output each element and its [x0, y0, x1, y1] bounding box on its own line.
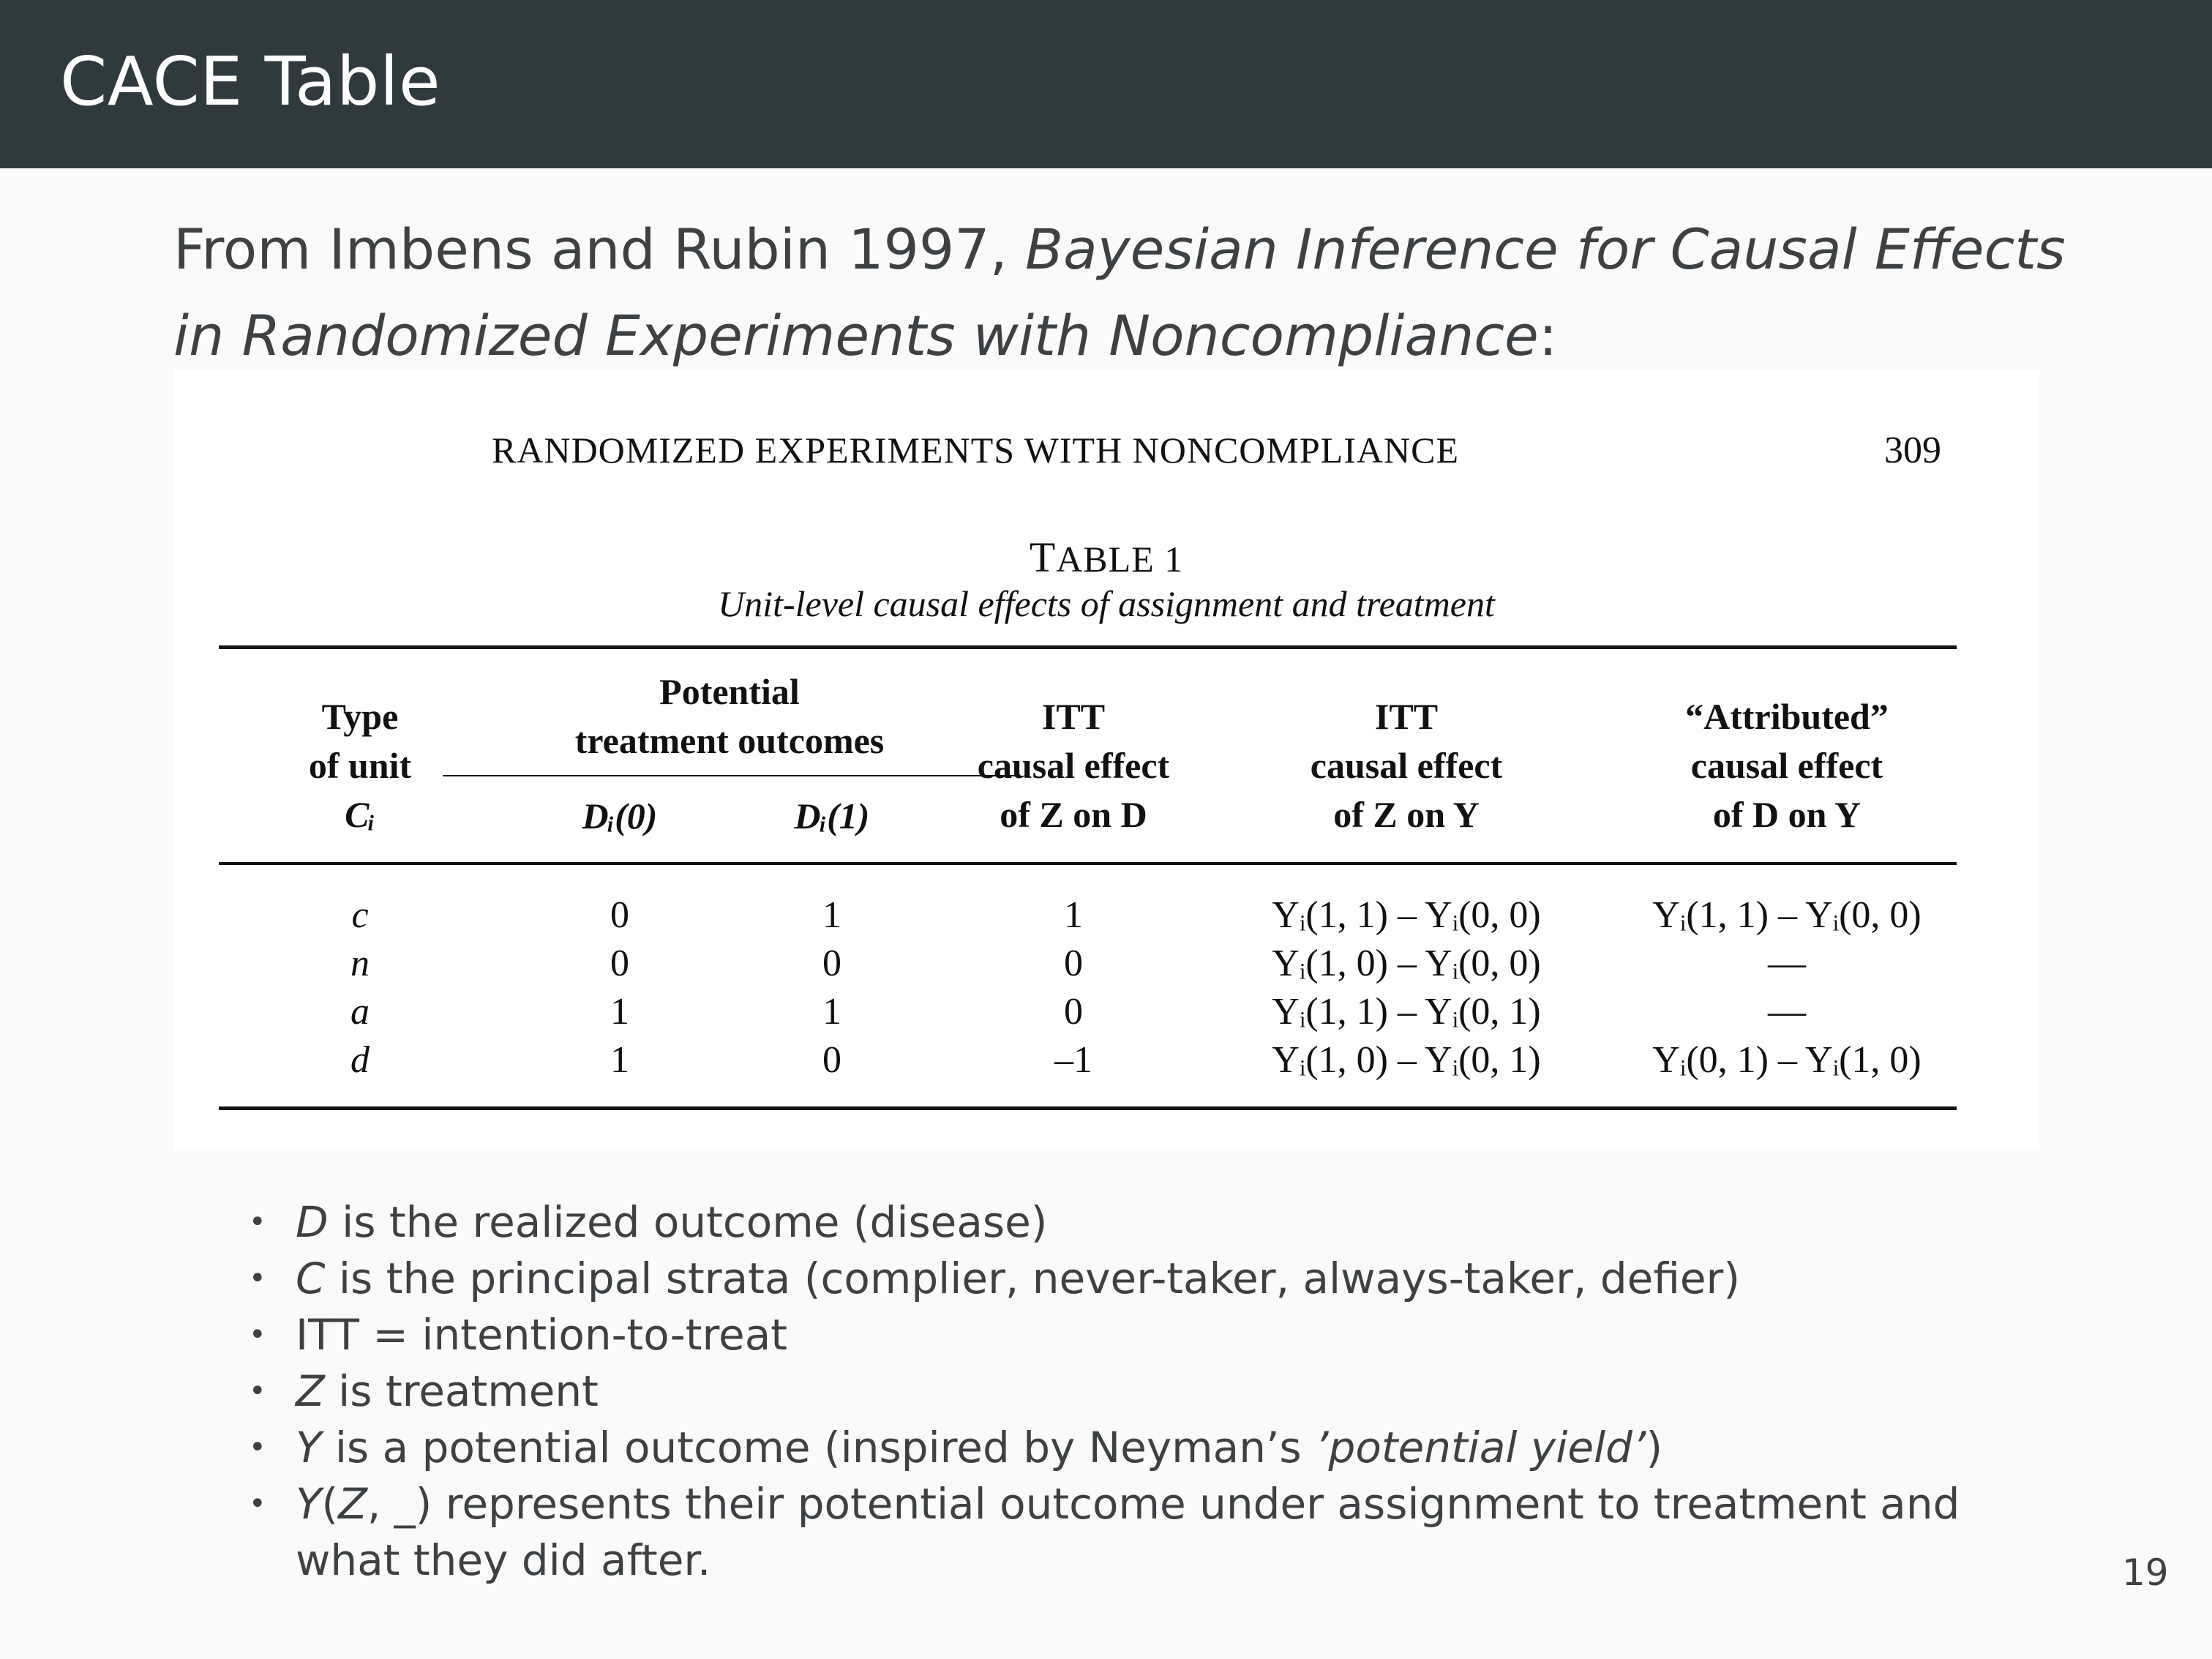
table-cell-type: a [350, 991, 370, 1033]
intro-text: From Imbens and Rubin 1997, Bayesian Inf… [173, 206, 2076, 379]
intro-prefix: From Imbens and Rubin 1997, [173, 217, 1025, 282]
header-potential-line1: Potential [659, 671, 800, 712]
bullet-dot-icon: • [249, 1318, 266, 1352]
header-type-line1: Type [321, 696, 399, 737]
table-cell-attributed: Yᵢ(1, 1) – Yᵢ(0, 0) [1652, 894, 1922, 936]
bullet-italic-var: Z [338, 1479, 367, 1529]
table-header-rule [219, 862, 1957, 865]
list-item: • D is the realized outcome (disease) [249, 1194, 2063, 1251]
header-itt-zd-line2: causal effect [977, 745, 1170, 786]
paper-title: Bayesian Inference for Causal Effects in… [173, 217, 2066, 368]
list-item: • Y is a potential outcome (inspired by N… [249, 1420, 2063, 1476]
bullet-dot-icon: • [249, 1262, 266, 1295]
table-cell-d0: 0 [610, 943, 629, 984]
bullet-dot-icon: • [249, 1431, 266, 1464]
table-label: TABLE 1 [173, 533, 2039, 582]
bullet-list: • D is the realized outcome (disease) • C … [249, 1194, 2063, 1589]
table-cell-itt-zd: 0 [1064, 943, 1083, 984]
slide-title: CACE Table [60, 42, 441, 121]
table-cell-type: n [350, 943, 370, 984]
table-cell-itt-zy: Yᵢ(1, 1) – Yᵢ(0, 1) [1272, 991, 1541, 1033]
bullet-text-rest: , _) represents their potential outcome … [296, 1479, 1960, 1585]
table-top-rule [219, 645, 1957, 649]
table-cell-d1: 0 [822, 1039, 841, 1081]
header-type-line2: of unit [308, 745, 412, 786]
table-label-initial: T [1029, 533, 1057, 581]
table-cell-type: c [351, 894, 369, 936]
bullet-text: is the principal strata (complier, never… [325, 1254, 1741, 1303]
bullet-lead: Z [296, 1366, 325, 1416]
slide-number: 19 [2122, 1551, 2169, 1594]
list-item: • C is the principal strata (complier, ne… [249, 1251, 2063, 1307]
header-attributed-line1: “Attributed” [1685, 696, 1889, 737]
table-cell-itt-zd: 1 [1064, 894, 1083, 936]
bullet-lead: D [296, 1197, 329, 1247]
bullet-lead: Y [296, 1423, 322, 1472]
bullet-text: is treatment [324, 1366, 599, 1416]
bullet-text: is the realized outcome (disease) [328, 1197, 1048, 1247]
bullet-lead: C [296, 1254, 326, 1303]
table-cell-d1: 1 [822, 894, 841, 936]
header-itt-zy-line3: of Z on Y [1333, 794, 1480, 835]
paper-excerpt-image: RANDOMIZED EXPERIMENTS WITH NONCOMPLIANC… [173, 370, 2039, 1151]
table-cell-d0: 1 [610, 991, 629, 1033]
table-cell-d0: 1 [610, 1039, 629, 1081]
bullet-dot-icon: • [249, 1205, 266, 1239]
table-cell-d1: 1 [822, 991, 841, 1033]
bullet-dot-icon: • [249, 1487, 266, 1521]
header-itt-zd-line1: ITT [1041, 696, 1106, 737]
header-potential-line2: treatment outcomes [574, 720, 885, 761]
table-cell-attributed: — [1768, 991, 1806, 1033]
bullet-italic-phrase: ’potential yield’ [1315, 1423, 1646, 1472]
slide-header: CACE Table [0, 0, 2212, 168]
header-itt-zy-line2: causal effect [1310, 745, 1503, 786]
table-cell-itt-zy: Yᵢ(1, 0) – Yᵢ(0, 0) [1272, 943, 1541, 984]
table-cell-type: d [350, 1039, 370, 1081]
table-caption: Unit-level causal effects of assignment … [718, 583, 1495, 624]
header-itt-zd-line3: of Z on D [1000, 794, 1147, 835]
table-cell-itt-zy: Yᵢ(1, 0) – Yᵢ(0, 1) [1272, 1039, 1541, 1081]
bullet-lead: Y [296, 1479, 322, 1529]
paper-page-number: 309 [1884, 430, 1941, 471]
bullet-text: is a potential outcome (inspired by Neym… [321, 1423, 1316, 1472]
table-cell-itt-zy: Yᵢ(1, 1) – Yᵢ(0, 0) [1272, 894, 1541, 936]
table-cell-attributed: — [1768, 943, 1806, 984]
table-cell-attributed: Yᵢ(0, 1) – Yᵢ(1, 0) [1652, 1039, 1922, 1081]
table-label-rest: ABLE 1 [1056, 539, 1184, 580]
header-d1: Dᵢ(1) [794, 795, 870, 836]
bullet-text: ITT = intention-to-treat [296, 1310, 788, 1360]
running-head: RANDOMIZED EXPERIMENTS WITH NONCOMPLIANC… [492, 430, 1459, 471]
list-item: • ITT = intention-to-treat [249, 1307, 2063, 1363]
table-cell-d1: 0 [822, 943, 841, 984]
list-item: • Z is treatment [249, 1363, 2063, 1420]
intro-suffix: : [1538, 303, 1558, 368]
header-itt-zy-line1: ITT [1374, 696, 1439, 737]
table-cell-itt-zd: 0 [1064, 991, 1083, 1033]
table-cell-itt-zd: –1 [1054, 1039, 1092, 1081]
header-d0: Dᵢ(0) [582, 795, 658, 836]
bullet-text: ( [321, 1479, 339, 1529]
bullet-dot-icon: • [249, 1374, 266, 1408]
table-cell-d0: 0 [610, 894, 629, 936]
header-attributed-line3: of D on Y [1712, 794, 1862, 835]
potential-outcomes-rule [443, 775, 1016, 776]
header-attributed-line2: causal effect [1690, 745, 1883, 786]
list-item: • Y(Z, _) represents their potential outc… [249, 1476, 2063, 1589]
table-bottom-rule [219, 1106, 1957, 1110]
bullet-tail: ) [1646, 1423, 1663, 1472]
header-type-line3: Cᵢ [345, 794, 375, 835]
